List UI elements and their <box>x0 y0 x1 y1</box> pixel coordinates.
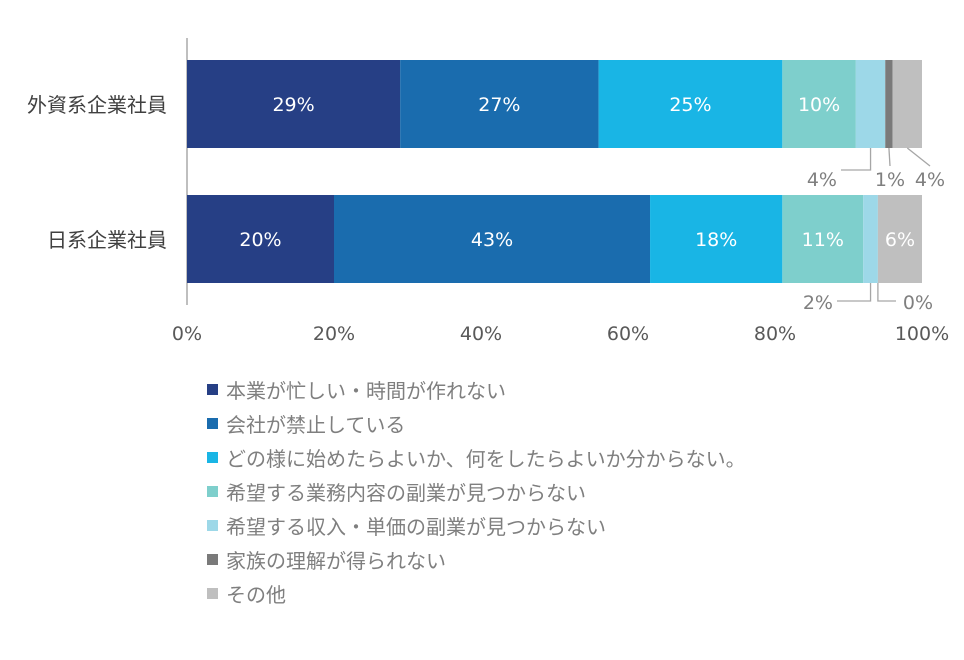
legend-swatch <box>207 485 218 497</box>
x-tick-label: 0% <box>172 323 202 345</box>
bar-segment <box>650 195 783 283</box>
legend-swatch <box>207 451 218 463</box>
bar-segment <box>892 60 922 148</box>
legend-label: 希望する収入・単価の副業が見つからない <box>226 514 606 539</box>
leader-line <box>841 148 872 171</box>
data-label: 2% <box>803 292 833 314</box>
legend: 本業が忙しい・時間が作れない 会社が禁止しているどの様に始めたらよいか、何をしたら… <box>207 372 746 610</box>
data-label: 20% <box>239 229 281 251</box>
legend-item: 希望する収入・単価の副業が見つからない <box>207 508 746 542</box>
bar-segment <box>877 195 922 283</box>
leader-line <box>888 147 891 167</box>
bar-segment <box>187 60 401 148</box>
data-label: 4% <box>915 169 945 191</box>
legend-swatch <box>207 553 218 565</box>
legend-label: 希望する業務内容の副業が見つからない <box>226 480 586 505</box>
x-tick-label: 60% <box>607 323 649 345</box>
legend-label: その他 <box>226 582 286 607</box>
legend-swatch <box>207 587 218 599</box>
data-label: 10% <box>798 94 840 116</box>
data-label: 27% <box>478 94 520 116</box>
legend-item: 希望する業務内容の副業が見つからない <box>207 474 746 508</box>
x-tick-label: 40% <box>460 323 502 345</box>
legend-item: 家族の理解が得られない <box>207 542 746 576</box>
bar-segment <box>598 60 783 148</box>
stacked-bar-chart: 外資系企業社員 29% 27% 25% 10% 4% 1% 4% 日系企業社員 20% 43% 18%… <box>27 38 949 345</box>
legend-item: 本業が忙しい・時間が作れない <box>207 372 746 406</box>
x-tick-label: 20% <box>313 323 355 345</box>
legend-item: その他 <box>207 576 746 610</box>
bar-segment <box>855 60 886 148</box>
leader-line <box>877 283 896 302</box>
bar-segment <box>885 60 893 148</box>
bar-segment <box>782 60 856 148</box>
data-label: 18% <box>695 229 737 251</box>
data-label: 1% <box>875 169 905 191</box>
legend-swatch <box>207 383 218 395</box>
legend-label: 本業が忙しい・時間が作れない <box>226 378 506 403</box>
bar-segment <box>334 195 651 283</box>
legend-item: 会社が禁止している <box>207 406 746 440</box>
data-label: 11% <box>802 229 844 251</box>
legend-label: 会社が禁止している <box>226 412 406 437</box>
x-tick-label: 80% <box>754 323 796 345</box>
legend-label: 家族の理解が得られない <box>226 548 446 573</box>
bar-segment <box>863 195 878 283</box>
category-label: 外資系企業社員 <box>27 93 167 117</box>
data-label: 29% <box>272 94 314 116</box>
data-label: 25% <box>669 94 711 116</box>
category-label: 日系企業社員 <box>47 228 167 252</box>
bar-segment <box>400 60 599 148</box>
legend-item: どの様に始めたらよいか、何をしたらよいか分からない。 <box>207 440 746 474</box>
legend-label: どの様に始めたらよいか、何をしたらよいか分からない。 <box>226 446 746 471</box>
bar-segment <box>187 195 334 283</box>
leader-line <box>906 147 931 167</box>
bar-segment <box>782 195 864 283</box>
legend-swatch <box>207 417 218 429</box>
legend-swatch <box>207 519 218 531</box>
leader-line <box>837 283 872 302</box>
data-label: 0% <box>903 292 933 314</box>
data-label: 43% <box>471 229 513 251</box>
data-label: 4% <box>807 169 837 191</box>
data-label: 6% <box>885 229 915 251</box>
x-tick-label: 100% <box>895 323 949 345</box>
